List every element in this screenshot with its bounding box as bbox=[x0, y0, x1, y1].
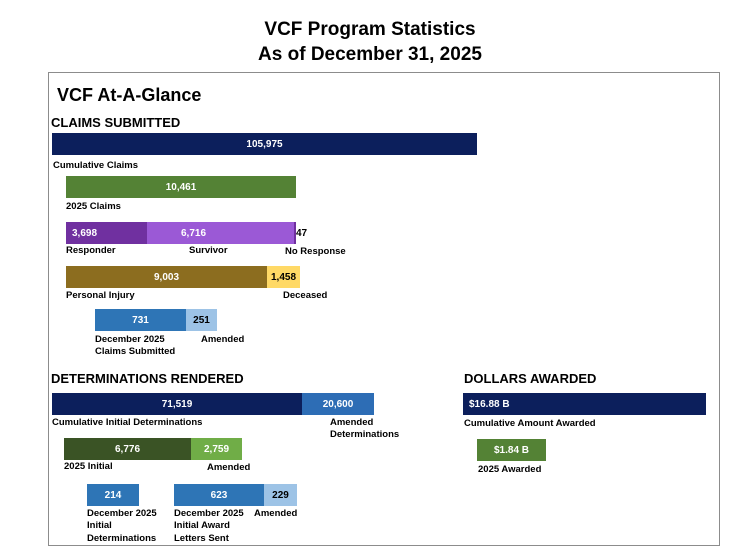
label-cumulative-amount-awarded: Cumulative Amount Awarded bbox=[464, 418, 596, 429]
label-2025-initial: 2025 Initial bbox=[64, 461, 113, 472]
label-amended-determinations-line1: Amended bbox=[330, 417, 374, 428]
label-december-initial-line2: Initial bbox=[87, 520, 112, 531]
bar-personal-injury: 9,003 bbox=[66, 266, 267, 288]
page-title-line2: As of December 31, 2025 bbox=[258, 44, 482, 65]
label-award-letters-line2: Initial Award bbox=[174, 520, 230, 531]
bar-2025-amended: 2,759 bbox=[191, 438, 242, 460]
label-2025-awarded: 2025 Awarded bbox=[478, 464, 542, 475]
label-personal-injury: Personal Injury bbox=[66, 290, 135, 301]
bar-no-response bbox=[294, 222, 296, 244]
bar-december-claims: 731 bbox=[95, 309, 186, 331]
value-no-response: 47 bbox=[296, 228, 308, 239]
label-2025-claims: 2025 Claims bbox=[66, 201, 121, 212]
bar-december-award-letters: 623 bbox=[174, 484, 264, 506]
label-december-claims-line2: Claims Submitted bbox=[95, 346, 176, 357]
page-title-line1: VCF Program Statistics bbox=[264, 19, 476, 40]
label-no-response: No Response bbox=[285, 246, 346, 257]
bar-december-amended: 251 bbox=[186, 309, 217, 331]
determinations-heading: DETERMINATIONS RENDERED bbox=[51, 371, 244, 386]
bar-amended-determinations: 20,600 bbox=[302, 393, 374, 415]
bar-2025-awarded: $1.84 B bbox=[477, 439, 546, 461]
bar-cumulative-amount-awarded: $16.88 B bbox=[463, 393, 706, 415]
label-responder: Responder bbox=[66, 245, 116, 256]
glance-heading: VCF At-A-Glance bbox=[57, 85, 202, 105]
bar-december-initial-determinations: 214 bbox=[87, 484, 139, 506]
bar-cumulative-initial-determinations: 71,519 bbox=[52, 393, 302, 415]
label-award-letters-line1: December 2025 bbox=[174, 508, 244, 519]
label-december-initial-line3: Determinations bbox=[87, 533, 157, 544]
label-december-claims-line1: December 2025 bbox=[95, 334, 165, 345]
label-deceased: Deceased bbox=[283, 290, 328, 301]
dollars-heading: DOLLARS AWARDED bbox=[464, 371, 597, 386]
bar-survivor: 6,716 bbox=[147, 222, 294, 244]
bar-2025-claims: 10,461 bbox=[66, 176, 296, 198]
label-survivor: Survivor bbox=[189, 245, 228, 256]
claims-heading: CLAIMS SUBMITTED bbox=[51, 115, 181, 130]
bar-december-award-amended: 229 bbox=[264, 484, 297, 506]
bar-deceased: 1,458 bbox=[267, 266, 300, 288]
label-2025-amended: Amended bbox=[207, 462, 251, 473]
label-december-initial-line1: December 2025 bbox=[87, 508, 157, 519]
label-amended-determinations-line2: Determinations bbox=[330, 429, 400, 440]
glance-panel bbox=[48, 72, 720, 546]
label-award-letters-line3: Letters Sent bbox=[174, 533, 229, 544]
bar-2025-initial: 6,776 bbox=[64, 438, 191, 460]
label-december-amended: Amended bbox=[201, 334, 245, 345]
label-cumulative-initial-determinations: Cumulative Initial Determinations bbox=[52, 417, 203, 428]
bar-cumulative-claims: 105,975 bbox=[52, 133, 477, 155]
label-award-amended: Amended bbox=[254, 508, 298, 519]
label-cumulative-claims: Cumulative Claims bbox=[53, 160, 138, 171]
bar-responder: 3,698 bbox=[66, 222, 147, 244]
